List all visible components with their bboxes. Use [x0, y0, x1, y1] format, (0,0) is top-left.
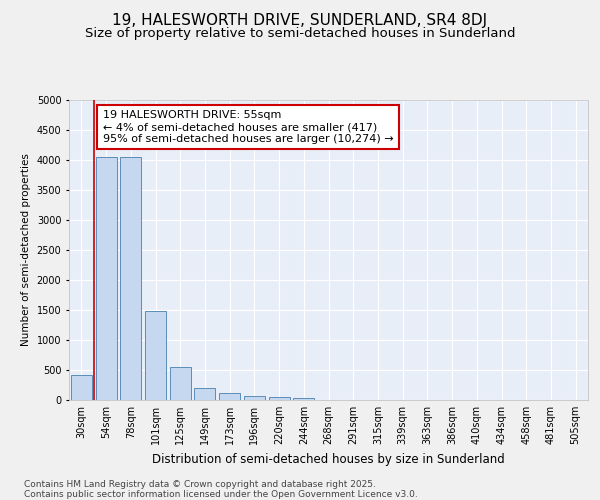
Bar	[120, 157, 141, 400]
Bar	[71, 375, 92, 400]
Bar	[145, 311, 166, 400]
Bar	[194, 388, 215, 400]
Bar	[244, 396, 265, 400]
Text: Contains HM Land Registry data © Crown copyright and database right 2025.
Contai: Contains HM Land Registry data © Crown c…	[24, 480, 418, 499]
Bar	[170, 367, 191, 400]
Bar	[293, 398, 314, 400]
Text: 19, HALESWORTH DRIVE, SUNDERLAND, SR4 8DJ: 19, HALESWORTH DRIVE, SUNDERLAND, SR4 8D…	[112, 12, 488, 28]
Bar	[95, 157, 116, 400]
Bar	[219, 393, 240, 400]
Text: Size of property relative to semi-detached houses in Sunderland: Size of property relative to semi-detach…	[85, 28, 515, 40]
Y-axis label: Number of semi-detached properties: Number of semi-detached properties	[21, 154, 31, 346]
Bar	[269, 396, 290, 400]
X-axis label: Distribution of semi-detached houses by size in Sunderland: Distribution of semi-detached houses by …	[152, 452, 505, 466]
Text: 19 HALESWORTH DRIVE: 55sqm
← 4% of semi-detached houses are smaller (417)
95% of: 19 HALESWORTH DRIVE: 55sqm ← 4% of semi-…	[103, 110, 394, 144]
